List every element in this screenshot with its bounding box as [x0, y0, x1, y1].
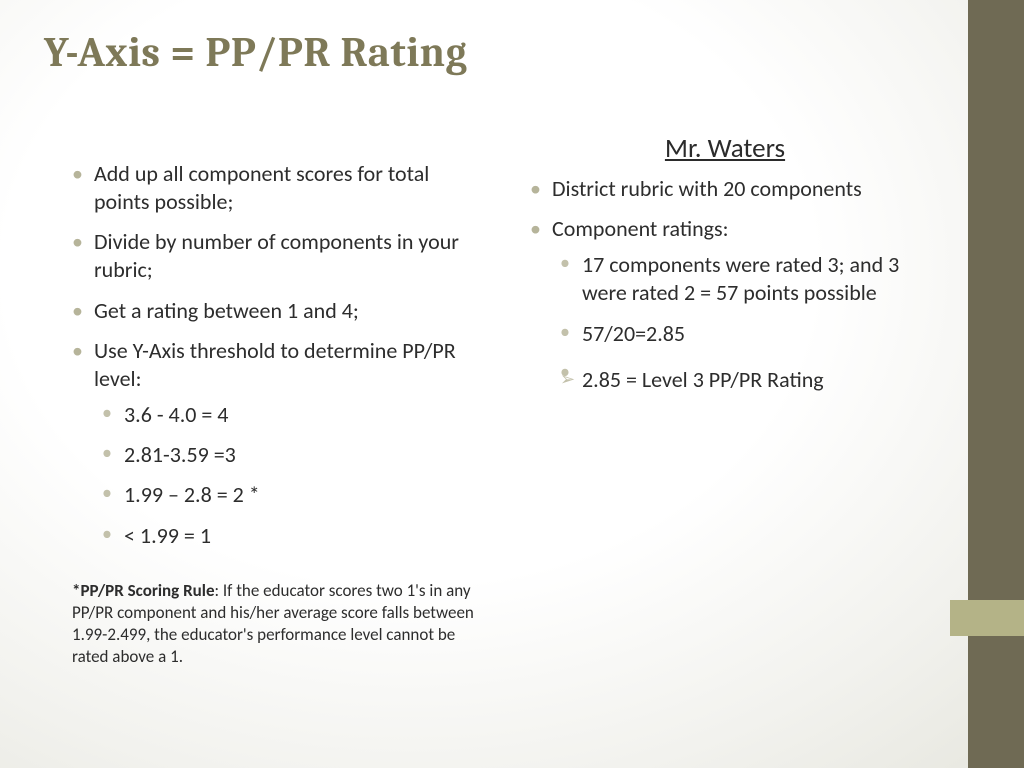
list-item: Get a rating between 1 and 4;	[72, 297, 472, 325]
list-item: 2.81-3.59 =3	[102, 441, 472, 469]
list-item-label: Component ratings:	[552, 215, 728, 242]
list-item: District rubric with 20 components	[530, 175, 920, 203]
list-item: Component ratings: 17 components were ra…	[530, 215, 920, 394]
left-column: Add up all component scores for total po…	[72, 160, 472, 562]
result-item: 2.85 = Level 3 PP/PR Rating	[560, 366, 920, 394]
left-sub-list: 3.6 - 4.0 = 4 2.81-3.59 =3 1.99 – 2.8 = …	[102, 401, 472, 550]
list-item: 17 components were rated 3; and 3 were r…	[560, 251, 920, 307]
list-item: < 1.99 = 1	[102, 522, 472, 550]
sidebar-light-accent	[950, 600, 1024, 636]
footnote-bold: *PP/PR Scoring Rule	[72, 580, 215, 601]
slide: Y-Axis = PP/PR Rating Add up all compone…	[0, 0, 1024, 768]
sidebar-dark-stripe	[968, 0, 1024, 768]
footnote: *PP/PR Scoring Rule: If the educator sco…	[72, 580, 482, 668]
right-column: Mr. Waters District rubric with 20 compo…	[530, 132, 920, 406]
list-item: 3.6 - 4.0 = 4	[102, 401, 472, 429]
right-bullet-list: District rubric with 20 components Compo…	[530, 175, 920, 394]
right-subtitle: Mr. Waters	[530, 132, 920, 165]
list-item: Add up all component scores for total po…	[72, 160, 472, 216]
list-item-label: Use Y-Axis threshold to determine PP/PR …	[94, 337, 456, 392]
left-bullet-list: Add up all component scores for total po…	[72, 160, 472, 550]
list-item: Divide by number of components in your r…	[72, 228, 472, 284]
list-item: 1.99 – 2.8 = 2 *	[102, 481, 472, 509]
slide-title: Y-Axis = PP/PR Rating	[44, 28, 467, 77]
list-item: Use Y-Axis threshold to determine PP/PR …	[72, 337, 472, 550]
list-item: 57/20=2.85	[560, 320, 920, 348]
right-sub-list: 17 components were rated 3; and 3 were r…	[560, 251, 920, 394]
